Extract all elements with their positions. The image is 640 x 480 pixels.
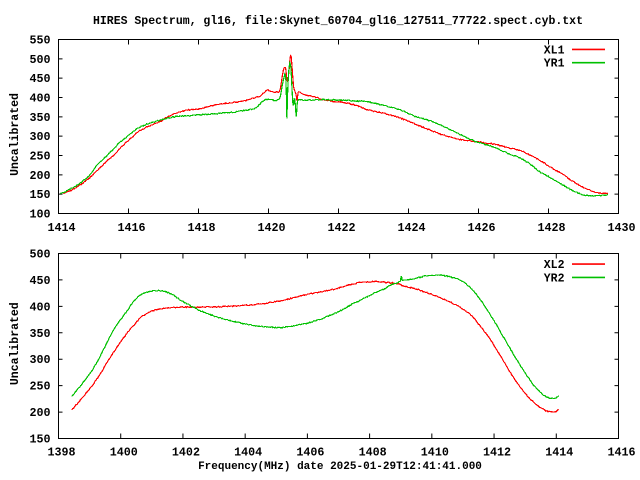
- svg-text:500: 500: [29, 53, 50, 67]
- svg-text:1414: 1414: [545, 446, 573, 460]
- svg-text:1416: 1416: [607, 446, 635, 460]
- svg-text:400: 400: [29, 92, 50, 106]
- svg-text:XL2: XL2: [544, 259, 565, 272]
- svg-text:1408: 1408: [359, 446, 387, 460]
- svg-text:250: 250: [29, 380, 50, 394]
- svg-text:200: 200: [29, 169, 50, 183]
- svg-text:1416: 1416: [117, 221, 145, 235]
- svg-text:1406: 1406: [296, 446, 324, 460]
- svg-text:1422: 1422: [327, 221, 355, 235]
- svg-text:150: 150: [29, 188, 50, 202]
- svg-text:YR1: YR1: [544, 58, 565, 71]
- svg-text:1418: 1418: [187, 221, 215, 235]
- svg-text:1410: 1410: [421, 446, 449, 460]
- svg-text:1426: 1426: [467, 221, 495, 235]
- svg-text:200: 200: [29, 406, 50, 420]
- svg-text:YR2: YR2: [544, 272, 565, 285]
- svg-text:HIRES Spectrum, gl16, file:Sky: HIRES Spectrum, gl16, file:Skynet_60704_…: [93, 15, 583, 28]
- svg-text:300: 300: [29, 353, 50, 367]
- svg-text:Uncalibrated: Uncalibrated: [9, 302, 22, 385]
- svg-text:350: 350: [29, 327, 50, 341]
- svg-text:1428: 1428: [537, 221, 565, 235]
- svg-text:1404: 1404: [234, 446, 262, 460]
- svg-text:400: 400: [29, 300, 50, 314]
- svg-text:Uncalibrated: Uncalibrated: [9, 93, 22, 176]
- svg-text:1402: 1402: [172, 446, 200, 460]
- svg-text:250: 250: [29, 150, 50, 164]
- svg-text:1424: 1424: [397, 221, 425, 235]
- svg-text:XL1: XL1: [544, 44, 565, 57]
- svg-text:350: 350: [29, 111, 50, 125]
- svg-text:100: 100: [29, 208, 50, 222]
- svg-text:Frequency(MHz) date 2025-01-29: Frequency(MHz) date 2025-01-29T12:41:41.…: [198, 461, 482, 473]
- svg-text:550: 550: [29, 34, 50, 48]
- svg-text:1412: 1412: [483, 446, 511, 460]
- svg-text:1414: 1414: [47, 221, 75, 235]
- svg-text:1430: 1430: [607, 221, 635, 235]
- svg-text:450: 450: [29, 274, 50, 288]
- svg-text:300: 300: [29, 130, 50, 144]
- svg-text:150: 150: [29, 433, 50, 447]
- svg-text:1398: 1398: [47, 446, 75, 460]
- svg-text:1400: 1400: [110, 446, 138, 460]
- svg-text:1420: 1420: [257, 221, 285, 235]
- svg-text:450: 450: [29, 72, 50, 86]
- svg-text:500: 500: [29, 248, 50, 262]
